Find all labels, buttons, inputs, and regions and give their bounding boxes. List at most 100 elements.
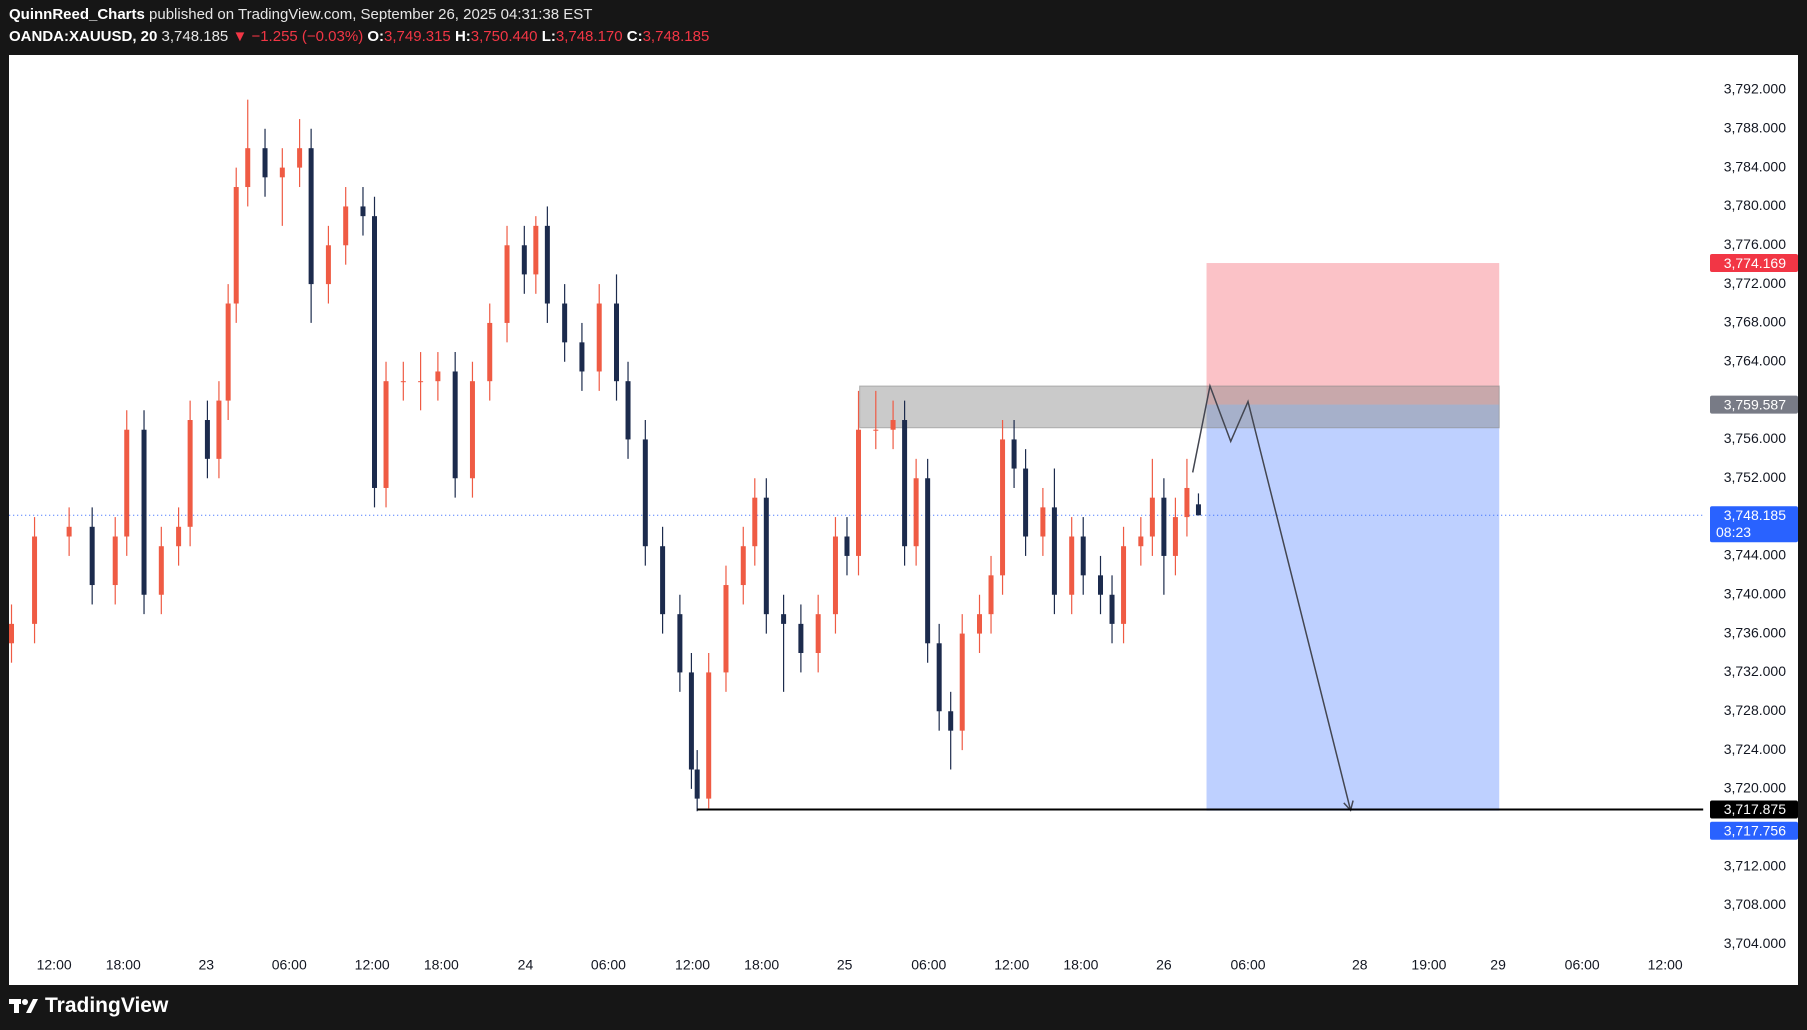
candle-body <box>1138 536 1144 547</box>
candle-body <box>233 187 239 304</box>
y-tick-label: 3,776.000 <box>1724 236 1786 252</box>
candle-body <box>913 478 919 547</box>
candle-body <box>9 623 15 644</box>
candle-body <box>815 614 821 653</box>
published: published on TradingView.com, September … <box>149 6 593 23</box>
candle-body <box>1011 439 1017 469</box>
x-tick-label: 06:00 <box>1230 957 1265 973</box>
candle-body <box>343 206 349 246</box>
candle-body <box>844 536 850 556</box>
x-tick-label: 26 <box>1156 957 1172 973</box>
candle-body <box>936 643 942 712</box>
candle-body <box>562 303 568 343</box>
candle-body <box>977 614 983 634</box>
x-tick-label: 06:00 <box>911 957 946 973</box>
candle-body <box>723 585 729 673</box>
y-tick-label: 3,732.000 <box>1724 663 1786 679</box>
x-tick-label: 25 <box>837 957 853 973</box>
candle-body <box>832 536 838 615</box>
header: QuinnReed_Charts published on TradingVie… <box>9 4 709 48</box>
candle-body <box>1149 497 1155 537</box>
candle-body <box>383 381 389 488</box>
candle-body <box>158 546 164 595</box>
candle-body <box>204 420 210 459</box>
candle-body <box>66 526 72 537</box>
candle-body <box>544 225 550 304</box>
target-label: 3,717.756 <box>1724 822 1786 838</box>
candle-body <box>372 216 378 488</box>
candle-body <box>856 429 862 556</box>
support-tag <box>1710 800 1798 819</box>
y-tick-label: 3,728.000 <box>1724 702 1786 718</box>
candle-body <box>1184 487 1190 518</box>
candle-body <box>694 769 700 799</box>
last-price-label: 3,748.185 <box>1724 507 1786 523</box>
candle-body <box>279 167 285 178</box>
x-tick-label: 12:00 <box>675 957 710 973</box>
candle-body <box>504 245 510 323</box>
o-label: O: <box>367 28 385 45</box>
candle-body <box>677 614 683 673</box>
candle-body <box>988 575 994 615</box>
candle-body <box>418 381 424 383</box>
candle-body <box>521 245 527 275</box>
target-tag <box>1710 821 1798 840</box>
candle-body <box>890 420 896 430</box>
entry-label: 3,759.587 <box>1724 396 1786 412</box>
header-line-1: QuinnReed_Charts published on TradingVie… <box>9 4 709 26</box>
h-value: 3,750.440 <box>470 28 538 45</box>
candle-body <box>308 148 314 285</box>
change: ▼ −1.255 (−0.03%) <box>232 28 364 45</box>
candle-body <box>763 497 769 615</box>
stop-zone <box>1206 263 1500 405</box>
plot-area <box>9 99 1703 812</box>
supply-zone <box>859 385 1500 429</box>
o-value: 3,749.315 <box>384 28 451 45</box>
y-tick-label: 3,736.000 <box>1724 624 1786 640</box>
candle-body <box>1098 575 1104 595</box>
candle-body <box>435 371 441 382</box>
x-tick-label: 12:00 <box>37 957 72 973</box>
candle-body <box>1080 536 1086 576</box>
x-tick-label: 18:00 <box>1063 957 1098 973</box>
candle-body <box>688 672 694 770</box>
candle-body <box>176 526 182 547</box>
candle-body <box>740 546 746 586</box>
y-tick-label: 3,772.000 <box>1724 275 1786 291</box>
last-price-tag <box>1710 506 1798 543</box>
y-tick-label: 3,724.000 <box>1724 741 1786 757</box>
candle-body <box>642 439 648 547</box>
candle-body <box>262 148 268 178</box>
last: 3,748.185 <box>161 28 229 45</box>
candle-body <box>32 536 38 624</box>
y-tick-label: 3,752.000 <box>1724 469 1786 485</box>
candle-body <box>533 225 539 275</box>
candle-body <box>798 623 804 653</box>
stop-label: 3,774.169 <box>1724 255 1786 271</box>
candle-body <box>187 420 193 527</box>
footer: TradingView <box>9 994 168 1018</box>
candle-body <box>1109 594 1115 624</box>
candle-body <box>596 303 602 372</box>
candle-body <box>660 546 666 615</box>
y-tick-label: 3,740.000 <box>1724 585 1786 601</box>
x-tick-label: 12:00 <box>355 957 390 973</box>
candle-body <box>325 245 331 285</box>
candle-body <box>873 429 879 431</box>
y-tick-label: 3,788.000 <box>1724 119 1786 135</box>
candle-body <box>487 322 493 382</box>
x-tick-label: 06:00 <box>272 957 307 973</box>
x-tick-label: 06:00 <box>1565 957 1600 973</box>
countdown-label: 08:23 <box>1716 524 1751 540</box>
candle-body <box>469 381 475 479</box>
candle-body <box>752 497 758 547</box>
x-tick-label: 12:00 <box>1648 957 1683 973</box>
candle-body <box>902 420 908 547</box>
header-line-2: OANDA:XAUUSD, 20 3,748.185 ▼ −1.255 (−0.… <box>9 26 709 48</box>
author: QuinnReed_Charts <box>9 6 145 23</box>
candle-body <box>579 342 585 372</box>
x-tick-label: 18:00 <box>424 957 459 973</box>
logo-icon <box>9 999 38 1013</box>
candle-body <box>1195 504 1201 516</box>
